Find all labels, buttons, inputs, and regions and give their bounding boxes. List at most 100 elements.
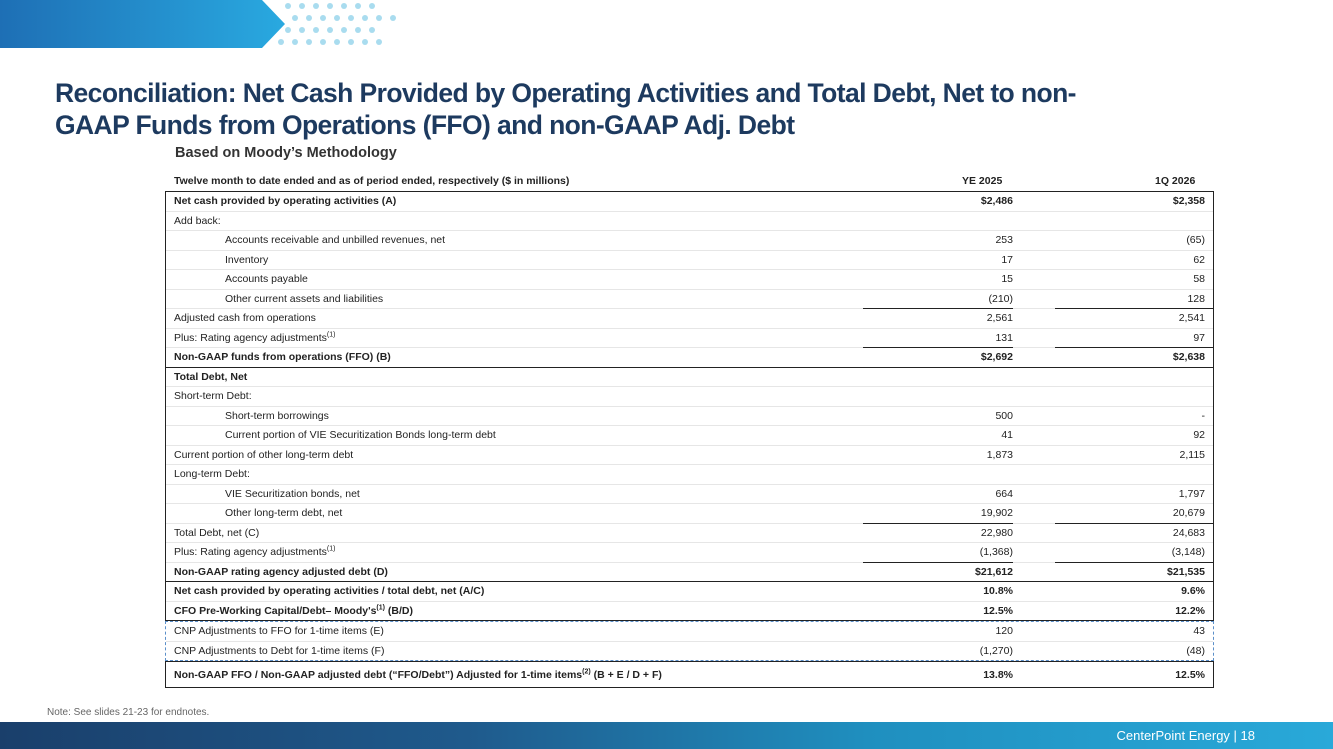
table-row: Total Debt, Net <box>166 368 1213 387</box>
value-ye-2025: (1,270) <box>979 644 1013 657</box>
subtotal-rule <box>863 308 1013 309</box>
value-1q-2026: $21,535 <box>1167 565 1205 578</box>
value-ye-2025: 10.8% <box>983 585 1013 597</box>
row-label: CNP Adjustments to Debt for 1-time items… <box>174 644 385 657</box>
table-row: Long-term Debt: <box>166 465 1213 485</box>
value-ye-2025: (210) <box>988 292 1013 305</box>
row-label: Plus: Rating agency adjustments(1) <box>174 331 336 344</box>
value-ye-2025: 664 <box>995 487 1013 500</box>
table-caption: Twelve month to date ended and as of per… <box>174 175 570 187</box>
table-row: Total Debt, net (C) 22,980 24,683 <box>166 524 1213 543</box>
table-row: Short-term borrowings 500 - <box>166 407 1213 426</box>
subtotal-rule <box>863 522 1013 524</box>
table-row: Net cash provided by operating activitie… <box>166 192 1213 212</box>
subtotal-rule <box>863 347 1013 348</box>
ratio-section: Net cash provided by operating activitie… <box>165 582 1214 621</box>
table-row: Non-GAAP funds from operations (FFO) (B)… <box>166 348 1213 367</box>
value-ye-2025: $21,612 <box>975 565 1013 578</box>
value-1q-2026: 1,797 <box>1178 487 1205 500</box>
row-label: Inventory <box>225 253 269 266</box>
row-label: Net cash provided by operating activitie… <box>174 585 485 597</box>
subtotal-rule <box>1055 522 1213 524</box>
row-label: Non-GAAP FFO / Non-GAAP adjusted debt (“… <box>174 668 662 682</box>
table-row: Inventory 17 62 <box>166 251 1213 270</box>
column-header-ye-2025: YE 2025 <box>962 175 1003 187</box>
footer-bar <box>0 722 1333 749</box>
column-header-1q-2026: 1Q 2026 <box>1155 175 1196 187</box>
table-row: Net cash provided by operating activitie… <box>166 582 1213 602</box>
subtotal-rule <box>1055 561 1213 563</box>
row-label: Non-GAAP funds from operations (FFO) (B) <box>174 351 391 363</box>
row-label: CNP Adjustments to FFO for 1-time items … <box>174 625 384 637</box>
value-1q-2026: 9.6% <box>1181 585 1205 597</box>
debt-section: Total Debt, Net Short-term Debt: Short-ter… <box>165 367 1214 582</box>
value-ye-2025: 1,873 <box>986 448 1013 461</box>
value-ye-2025: 41 <box>1001 429 1013 441</box>
value-ye-2025: $2,486 <box>980 195 1013 207</box>
value-1q-2026: 62 <box>1193 253 1205 266</box>
table-row: Non-GAAP FFO / Non-GAAP adjusted debt (“… <box>166 662 1213 689</box>
value-1q-2026: 128 <box>1187 292 1205 305</box>
table-row: VIE Securitization bonds, net 664 1,797 <box>166 485 1213 504</box>
table-row: CNP Adjustments to Debt for 1-time items… <box>166 642 1213 661</box>
value-ye-2025: 22,980 <box>980 526 1013 539</box>
value-1q-2026: 12.5% <box>1175 669 1205 681</box>
header-accent-bar <box>0 0 285 48</box>
row-label: Other long-term debt, net <box>225 507 343 519</box>
header-dot-pattern <box>278 3 396 45</box>
page-subtitle: Based on Moody’s Methodology <box>175 145 397 161</box>
table-row: Current portion of other long-term debt 1… <box>166 446 1213 465</box>
value-1q-2026: 43 <box>1193 625 1205 637</box>
row-label: Non-GAAP rating agency adjusted debt (D) <box>174 565 388 578</box>
table-row: Short-term Debt: <box>166 387 1213 407</box>
value-1q-2026: 20,679 <box>1172 507 1205 519</box>
subtotal-rule <box>863 561 1013 563</box>
value-1q-2026: (48) <box>1186 644 1205 657</box>
row-label: Net cash provided by operating activitie… <box>174 195 397 207</box>
value-1q-2026: (3,148) <box>1171 546 1205 558</box>
row-label: Total Debt, Net <box>174 370 248 383</box>
row-label: Accounts receivable and unbilled revenue… <box>225 234 446 246</box>
table-row: Other current assets and liabilities (210… <box>166 290 1213 309</box>
row-label: VIE Securitization bonds, net <box>225 487 360 500</box>
value-1q-2026: 58 <box>1193 273 1205 285</box>
row-label: Adjusted cash from operations <box>174 312 316 324</box>
table-row: Accounts payable 15 58 <box>166 270 1213 290</box>
row-label: Other current assets and liabilities <box>225 292 384 305</box>
value-1q-2026: 24,683 <box>1172 526 1205 539</box>
row-label: Add back: <box>174 214 221 227</box>
row-label: Total Debt, net (C) <box>174 526 260 539</box>
subtotal-rule <box>1055 347 1213 348</box>
value-ye-2025: 131 <box>995 331 1013 344</box>
value-1q-2026: 2,115 <box>1179 448 1206 461</box>
value-ye-2025: 15 <box>1001 273 1013 285</box>
table-row: Current portion of VIE Securitization Bo… <box>166 426 1213 446</box>
reconciliation-table: Net cash provided by operating activitie… <box>165 191 1214 688</box>
row-label: Current portion of other long-term debt <box>174 448 354 461</box>
page-title: Reconciliation: Net Cash Provided by Ope… <box>55 78 1077 140</box>
value-ye-2025: 19,902 <box>980 507 1013 519</box>
table-row: CNP Adjustments to FFO for 1-time items … <box>166 622 1213 642</box>
value-1q-2026: (65) <box>1186 234 1205 246</box>
value-ye-2025: 120 <box>995 625 1013 637</box>
table-row: Non-GAAP rating agency adjusted debt (D)… <box>166 563 1213 582</box>
row-label: Current portion of VIE Securitization Bo… <box>225 429 496 441</box>
one-time-adjustments: CNP Adjustments to FFO for 1-time items … <box>165 621 1214 661</box>
endnote: Note: See slides 21-23 for endnotes. <box>47 707 210 718</box>
table-row: CFO Pre-Working Capital/Debt– Moody's(1)… <box>166 602 1213 621</box>
ffo-debt-adjusted-row: Non-GAAP FFO / Non-GAAP adjusted debt (“… <box>165 661 1214 688</box>
table-row: Plus: Rating agency adjustments(1) 131 97 <box>166 329 1213 348</box>
row-label: Long-term Debt: <box>174 468 250 480</box>
table-row: Add back: <box>166 212 1213 231</box>
value-ye-2025: 12.5% <box>983 604 1013 617</box>
row-label: Short-term Debt: <box>174 390 252 402</box>
row-label: CFO Pre-Working Capital/Debt– Moody's(1)… <box>174 604 413 617</box>
ffo-section: Net cash provided by operating activitie… <box>165 191 1214 368</box>
row-label: Plus: Rating agency adjustments(1) <box>174 545 336 559</box>
subtotal-rule <box>1055 308 1213 309</box>
value-1q-2026: 2,541 <box>1178 312 1205 324</box>
row-label: Accounts payable <box>225 273 308 285</box>
value-ye-2025: 13.8% <box>983 669 1013 681</box>
value-ye-2025: (1,368) <box>979 546 1013 558</box>
value-1q-2026: - <box>1201 409 1206 422</box>
